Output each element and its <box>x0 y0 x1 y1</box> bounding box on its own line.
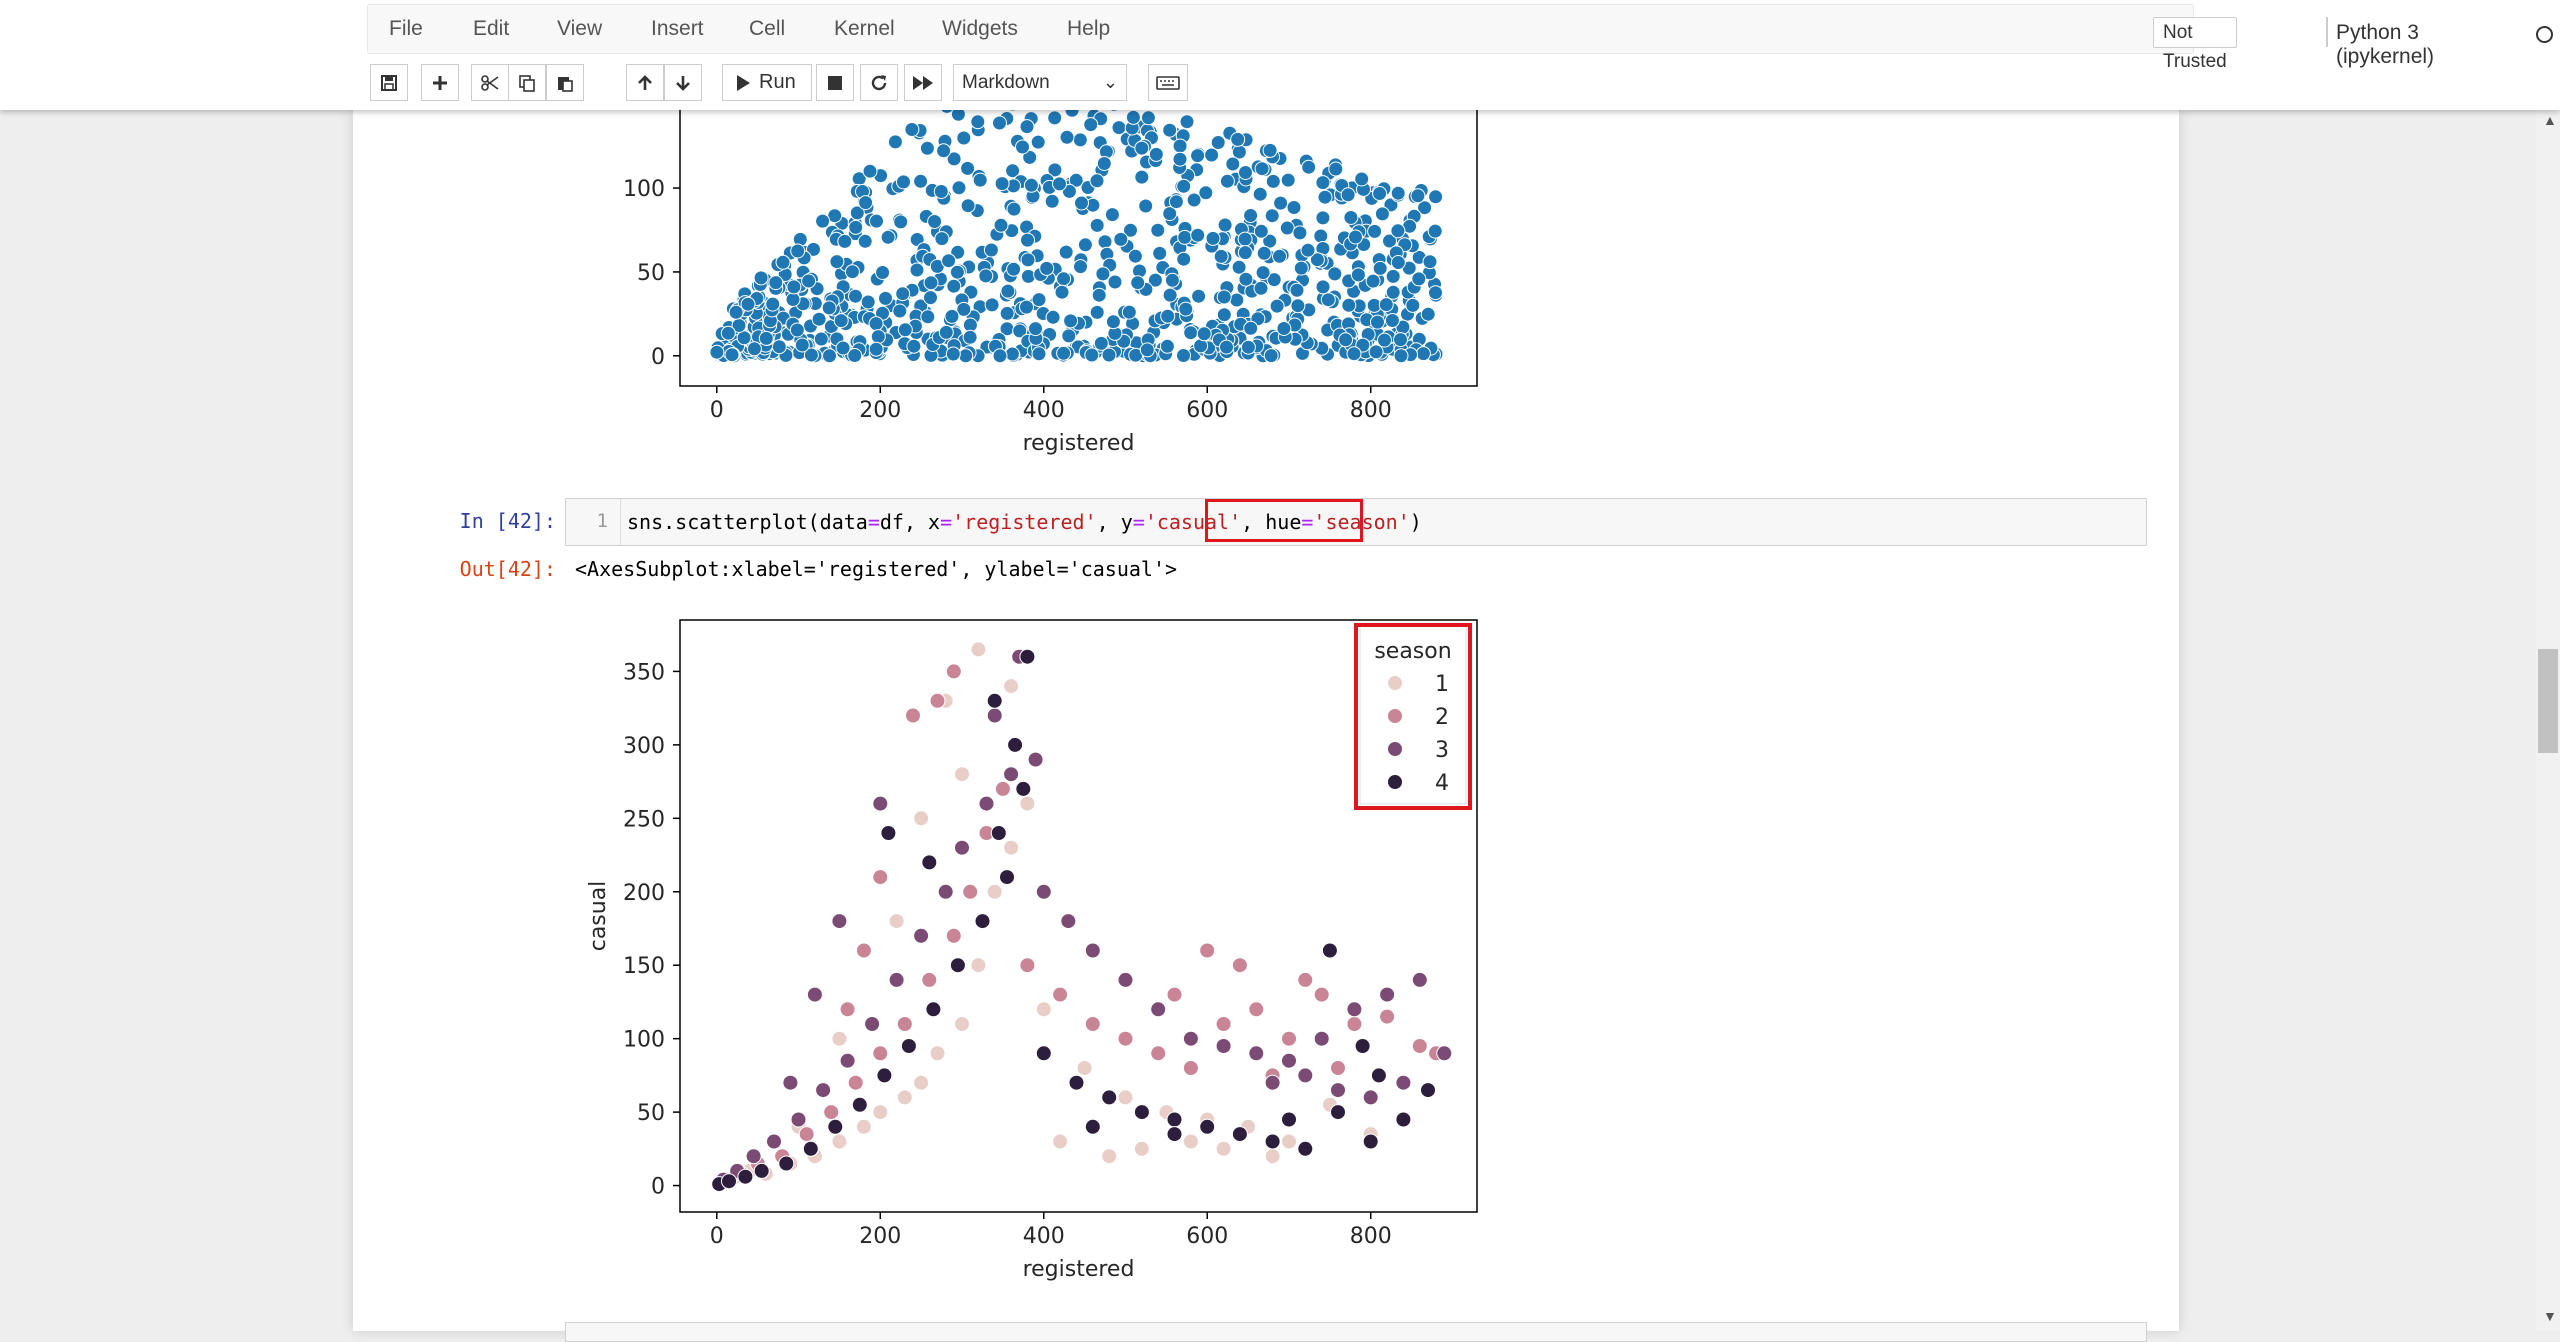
code-arg: , y <box>1096 510 1133 534</box>
menu-edit[interactable]: Edit <box>473 17 510 40</box>
arrow-up-icon <box>638 74 652 90</box>
code-operator: = <box>1132 510 1145 534</box>
menubar: File Edit View Insert Cell Kernel Widget… <box>367 4 2553 72</box>
next-code-cell[interactable] <box>565 1322 2147 1342</box>
plus-icon <box>433 75 447 90</box>
command-palette-button[interactable] <box>1148 64 1188 101</box>
restart-icon <box>871 74 887 90</box>
menu-view[interactable]: View <box>557 17 603 40</box>
highlight-box-hue <box>1205 499 1363 542</box>
menu-file[interactable]: File <box>389 17 423 40</box>
menu-help[interactable]: Help <box>1067 17 1111 40</box>
cut-button[interactable] <box>471 64 509 101</box>
insert-cell-button[interactable] <box>421 64 459 101</box>
move-down-button[interactable] <box>664 64 702 101</box>
keyboard-icon <box>1156 75 1180 90</box>
scroll-up-icon[interactable]: ▲ <box>2543 112 2557 128</box>
scroll-down-icon[interactable]: ▼ <box>2543 1308 2557 1324</box>
code-close-paren: ) <box>1409 510 1422 534</box>
line-number: 1 <box>596 510 608 532</box>
arrow-down-icon <box>676 75 690 91</box>
interrupt-button[interactable] <box>816 64 854 101</box>
notebook-header: File Edit View Insert Cell Kernel Widget… <box>0 0 2560 110</box>
run-button[interactable]: Run <box>722 64 812 101</box>
not-trusted-button[interactable]: Not Trusted <box>2153 17 2237 72</box>
copy-button[interactable] <box>508 64 546 101</box>
scrollbar-thumb[interactable] <box>2538 649 2558 753</box>
cell-type-value: Markdown <box>962 72 1050 93</box>
notebook-page <box>353 110 2179 1331</box>
copy-icon <box>519 74 535 92</box>
code-operator: = <box>867 510 880 534</box>
kernel-divider <box>2326 17 2328 47</box>
code-arg: , <box>1241 510 1266 534</box>
code-string: 'registered' <box>952 510 1097 534</box>
kernel-name[interactable]: Python 3 (ipykernel) <box>2336 21 2435 68</box>
restart-run-all-button[interactable] <box>904 64 942 101</box>
run-label: Run <box>759 71 796 93</box>
input-prompt: In [42]: <box>459 509 556 533</box>
output-text: <AxesSubplot:xlabel='registered', ylabel… <box>575 557 1178 581</box>
chevron-down-icon: ⌄ <box>1102 72 1118 92</box>
stop-icon <box>828 75 842 90</box>
fast-forward-icon <box>913 75 933 90</box>
code-operator: = <box>940 510 953 534</box>
code-call: sns.scatterplot(data <box>627 510 868 534</box>
menu-insert[interactable]: Insert <box>651 17 704 40</box>
output-prompt: Out[42]: <box>459 557 556 581</box>
line-gutter: 1 <box>566 499 621 545</box>
menu-kernel[interactable]: Kernel <box>834 17 895 40</box>
restart-button[interactable] <box>860 64 898 101</box>
cell-type-select[interactable]: Markdown ⌄ <box>953 64 1127 101</box>
code-operator: = <box>1301 510 1314 534</box>
code-arg: hue <box>1265 510 1302 534</box>
code-string: 'casual' <box>1144 510 1242 534</box>
paste-button[interactable] <box>546 64 584 101</box>
code-arg: df, x <box>879 510 941 534</box>
menu-cell[interactable]: Cell <box>749 17 786 40</box>
move-up-button[interactable] <box>626 64 664 101</box>
code-cell-editor[interactable]: 1 sns.scatterplot(data=df, x='registered… <box>565 498 2147 546</box>
run-icon <box>737 74 750 91</box>
menu-widgets[interactable]: Widgets <box>942 17 1018 40</box>
kernel-idle-icon <box>2536 26 2553 43</box>
paste-icon <box>558 76 573 92</box>
cut-icon <box>481 74 499 91</box>
save-button[interactable] <box>370 64 408 101</box>
save-icon <box>381 74 397 91</box>
